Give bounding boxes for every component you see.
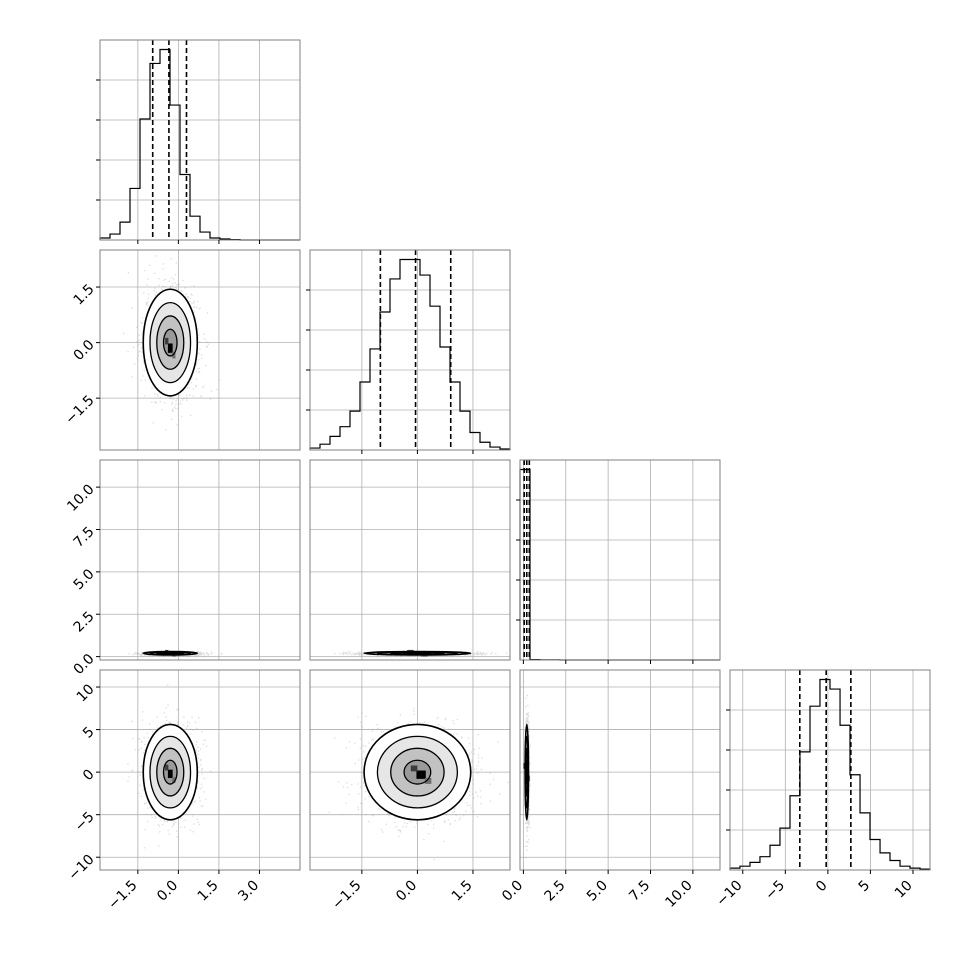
contour-line (149, 735, 192, 809)
x-tick-label: −1.5 (329, 878, 364, 913)
histogram-2-frame (519, 459, 721, 661)
x-tick-label: 0.0 (499, 878, 526, 905)
histogram-3-frame (729, 669, 931, 871)
scatter-2-0-frame (99, 459, 301, 661)
y-tick-label: 10.0 (64, 481, 97, 514)
y-tick-label: −10 (65, 852, 97, 884)
histogram-panel-1 (306, 249, 511, 454)
y-tick-label: 5.0 (71, 566, 98, 593)
contour-line (363, 723, 472, 821)
y-tick-label: −5 (72, 809, 98, 835)
x-tick-label: 0.0 (154, 878, 181, 905)
scatter-panel-3-1: −1.5 0.0 1.5 (309, 669, 511, 913)
scatter-panel-3-2: 0.0 2.5 5.0 7.5 10.0 (499, 669, 721, 911)
density-cell (172, 351, 176, 359)
x-tick-label: 5 (856, 878, 874, 896)
x-tick-label: 5.0 (584, 878, 611, 905)
contour-line (162, 328, 178, 357)
contour-line (390, 747, 445, 797)
scatter-content (523, 694, 531, 859)
scatter-content (127, 684, 212, 849)
contour-line (156, 747, 185, 797)
y-tick-label: 0.0 (71, 337, 98, 364)
y-tick-label: 5 (80, 724, 98, 742)
x-tick-label: 7.5 (626, 878, 653, 905)
y-tick-label: 1.5 (71, 281, 98, 308)
y-tick-label: 2.5 (71, 609, 98, 636)
density-peak (416, 770, 426, 779)
corner-plot-panels: −10 −5 0 5 10 −1.5 0.0 1.5 0.0 2.5 5.0 7.5 10.0 −1.5 0… (62, 39, 931, 913)
density-cell (165, 764, 169, 771)
scatter-panel-1-0: −1.5 0.0 1.5 (62, 249, 301, 451)
x-tick-label: −1.5 (105, 878, 140, 913)
contour-line (149, 301, 192, 384)
y-tick-label: 0 (80, 766, 98, 784)
histogram-step-3 (729, 678, 931, 870)
scatter-points (328, 707, 509, 860)
density-cell (410, 765, 418, 772)
density-cell (165, 337, 169, 345)
scatter-panel-2-1 (309, 459, 511, 661)
density-peak (167, 769, 173, 778)
x-tick-label: 10 (892, 878, 916, 902)
x-tick-label: 2.5 (542, 878, 569, 905)
scatter-content (123, 255, 221, 431)
histogram-panel-0 (96, 39, 301, 244)
x-tick-label: 1.5 (449, 878, 476, 905)
density-cell (424, 778, 432, 784)
x-tick-label: 3.0 (235, 878, 262, 905)
contour-line (525, 759, 528, 785)
scatter-2-1-frame (309, 459, 511, 661)
contour-line (142, 288, 199, 397)
histogram-0-frame (99, 39, 301, 241)
scatter-panel-3-0: −1.5 0.0 1.5 3.0 −10 −5 0 5 10 (65, 669, 301, 913)
scatter-points (123, 255, 221, 431)
histogram-1-frame (309, 249, 511, 451)
histogram-step-0 (99, 48, 300, 241)
contour-line (162, 759, 178, 785)
scatter-3-0-frame (99, 669, 301, 871)
y-tick-label: 7.5 (71, 524, 98, 551)
scatter-3-1-frame (309, 669, 511, 871)
contour-line (376, 735, 459, 809)
contour-line (156, 315, 185, 370)
density-peak (167, 343, 173, 353)
scatter-3-2-frame (519, 669, 721, 871)
density-cell (172, 777, 176, 784)
histogram-panel-2 (516, 459, 721, 664)
x-tick-label: 0.0 (393, 878, 420, 905)
histogram-step-2 (519, 468, 720, 661)
scatter-content (334, 649, 508, 658)
scatter-1-0-frame (99, 249, 301, 451)
contour-line (403, 652, 432, 655)
x-tick-label: 10.0 (662, 878, 695, 911)
x-tick-label: 1.5 (195, 878, 222, 905)
contour-line (142, 723, 199, 821)
y-tick-label: 10 (74, 681, 98, 705)
y-tick-label: 0.0 (71, 651, 98, 678)
histogram-panel-3: −10 −5 0 5 10 (713, 669, 931, 910)
y-tick-label: −1.5 (62, 392, 97, 427)
x-tick-label: 0 (813, 878, 831, 896)
scatter-content (128, 649, 223, 658)
scatter-panel-2-0: 0.0 2.5 5.0 7.5 10.0 (64, 459, 301, 678)
x-tick-label: −10 (713, 878, 745, 910)
contour-line (162, 652, 178, 655)
density-level (163, 329, 178, 356)
x-tick-label: −5 (762, 878, 788, 904)
scatter-content (328, 707, 509, 860)
contour-line (403, 759, 432, 785)
histogram-step-1 (309, 258, 511, 450)
